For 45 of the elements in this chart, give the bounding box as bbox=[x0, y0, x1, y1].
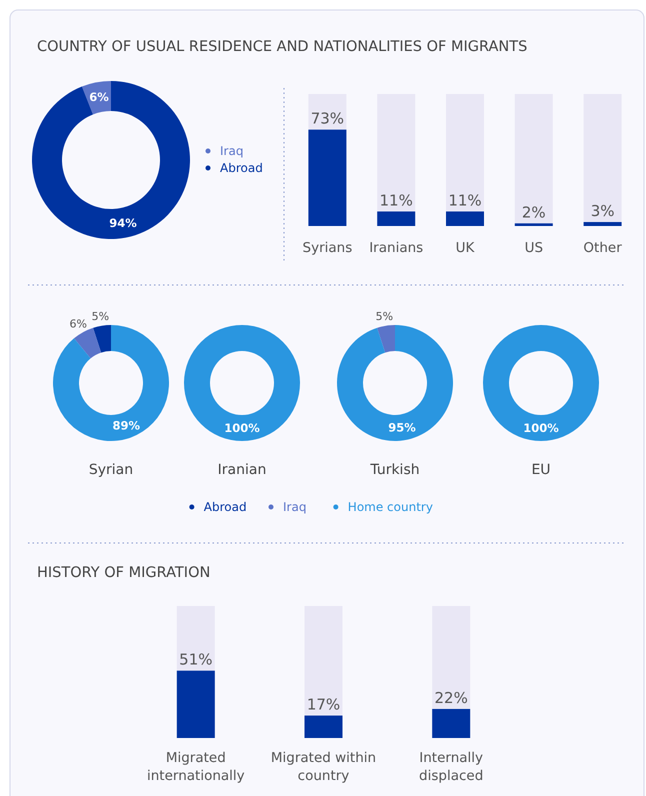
x-tick-label: Other bbox=[583, 240, 622, 256]
data-label: 2% bbox=[522, 203, 546, 222]
bar bbox=[584, 222, 622, 226]
x-tick-label: UK bbox=[456, 240, 476, 256]
chart-title: COUNTRY OF USUAL RESIDENCE AND NATIONALITIES OF MIGRANTS bbox=[37, 39, 528, 55]
legend-label: Abroad bbox=[204, 500, 247, 514]
chart-title: HISTORY OF MIGRATION bbox=[37, 565, 210, 581]
data-label: 6% bbox=[70, 317, 87, 330]
data-label: 5% bbox=[92, 310, 110, 323]
donut-slice bbox=[93, 325, 111, 353]
bar bbox=[514, 223, 553, 226]
data-label: 11% bbox=[448, 191, 482, 210]
donut-slice bbox=[74, 328, 102, 358]
x-tick-label: Migrated internationally bbox=[146, 750, 245, 784]
x-tick-label: Iranians bbox=[369, 240, 424, 256]
x-tick-label: Syrians bbox=[302, 240, 352, 256]
text: Iranian bbox=[218, 462, 266, 478]
donut-slice bbox=[337, 325, 453, 441]
donut-slice bbox=[377, 325, 395, 353]
data-label: 100% bbox=[224, 421, 260, 435]
x-tick-label: Internally displaced bbox=[419, 750, 484, 784]
x-tick-label: US bbox=[524, 240, 544, 256]
legend-label: Iraq bbox=[283, 500, 306, 514]
data-label: 17% bbox=[306, 696, 340, 714]
data-label: 3% bbox=[590, 202, 614, 220]
text: Syrian bbox=[88, 462, 134, 478]
legend-label: Abroad bbox=[220, 161, 263, 175]
data-label: 11% bbox=[380, 191, 413, 210]
x-tick-label: Migrated within country bbox=[270, 750, 376, 784]
data-label: 6% bbox=[89, 90, 110, 104]
bar bbox=[446, 211, 484, 226]
legend-label: Home country bbox=[348, 500, 433, 514]
data-label: 95% bbox=[388, 420, 416, 434]
legend-label: Iraq bbox=[220, 144, 244, 158]
bar bbox=[377, 211, 416, 226]
text: Turkish bbox=[369, 462, 420, 478]
data-label: 22% bbox=[434, 688, 468, 707]
data-label: 100% bbox=[523, 421, 560, 435]
data-label: 5% bbox=[376, 310, 394, 323]
data-label: 94% bbox=[109, 216, 138, 230]
data-label: 51% bbox=[179, 650, 213, 669]
donut-slice bbox=[32, 81, 190, 239]
data-label: 89% bbox=[112, 418, 140, 432]
text: EU bbox=[531, 462, 551, 478]
data-label: 73% bbox=[310, 110, 344, 128]
